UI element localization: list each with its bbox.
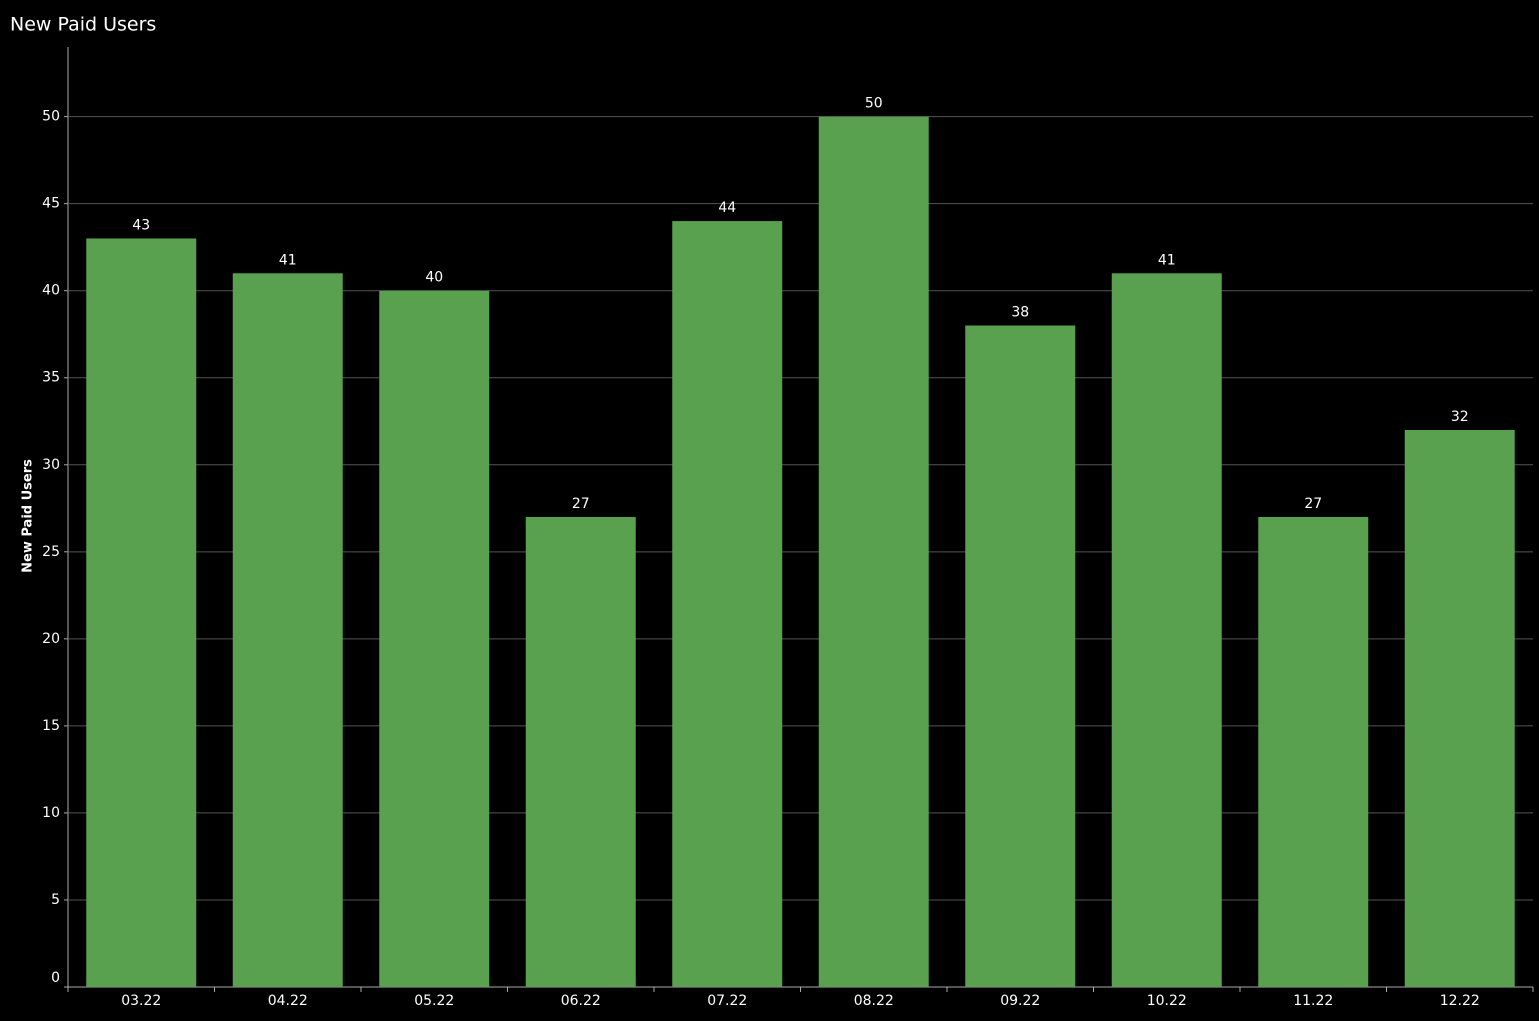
y-tick-label: 50 xyxy=(42,109,60,125)
y-tick-label: 45 xyxy=(42,196,60,212)
y-tick-label: 25 xyxy=(42,544,60,560)
x-tick-label: 05.22 xyxy=(414,993,454,1009)
bar xyxy=(818,116,929,987)
y-tick-label: 0 xyxy=(51,970,60,986)
bar xyxy=(1404,429,1515,987)
data-label: 27 xyxy=(1304,496,1322,512)
bar xyxy=(1111,273,1222,988)
data-label: 50 xyxy=(865,96,883,112)
data-label: 41 xyxy=(279,252,297,268)
data-label: 27 xyxy=(572,496,590,512)
x-tick-label: 11.22 xyxy=(1293,993,1333,1009)
x-tick-label: 04.22 xyxy=(268,993,308,1009)
x-tick-label: 12.22 xyxy=(1440,993,1480,1009)
bar xyxy=(525,517,636,987)
bar xyxy=(379,290,490,987)
x-tick-label: 06.22 xyxy=(561,993,601,1009)
data-label: 41 xyxy=(1158,252,1176,268)
y-axis-label: New Paid Users xyxy=(21,459,36,573)
y-tick-label: 20 xyxy=(42,631,60,647)
data-label: 43 xyxy=(132,217,150,233)
x-tick-label: 03.22 xyxy=(121,993,161,1009)
bar xyxy=(1258,517,1369,987)
x-tick-label: 08.22 xyxy=(854,993,894,1009)
data-label: 44 xyxy=(718,200,736,216)
bar xyxy=(86,238,197,988)
bar xyxy=(672,221,783,987)
y-tick-label: 35 xyxy=(42,370,60,386)
y-tick-label: 5 xyxy=(51,892,60,908)
bar xyxy=(232,273,343,988)
bar xyxy=(965,325,1076,987)
data-label: 38 xyxy=(1011,305,1029,321)
y-tick-label: 10 xyxy=(42,805,60,821)
data-label: 40 xyxy=(425,270,443,286)
y-tick-label: 40 xyxy=(42,283,60,299)
x-tick-label: 10.22 xyxy=(1147,993,1187,1009)
y-tick-label: 30 xyxy=(42,457,60,473)
data-label: 32 xyxy=(1451,409,1469,425)
x-tick-label: 09.22 xyxy=(1000,993,1040,1009)
chart-title: New Paid Users xyxy=(10,14,156,36)
y-tick-label: 15 xyxy=(42,718,60,734)
x-tick-label: 07.22 xyxy=(707,993,747,1009)
